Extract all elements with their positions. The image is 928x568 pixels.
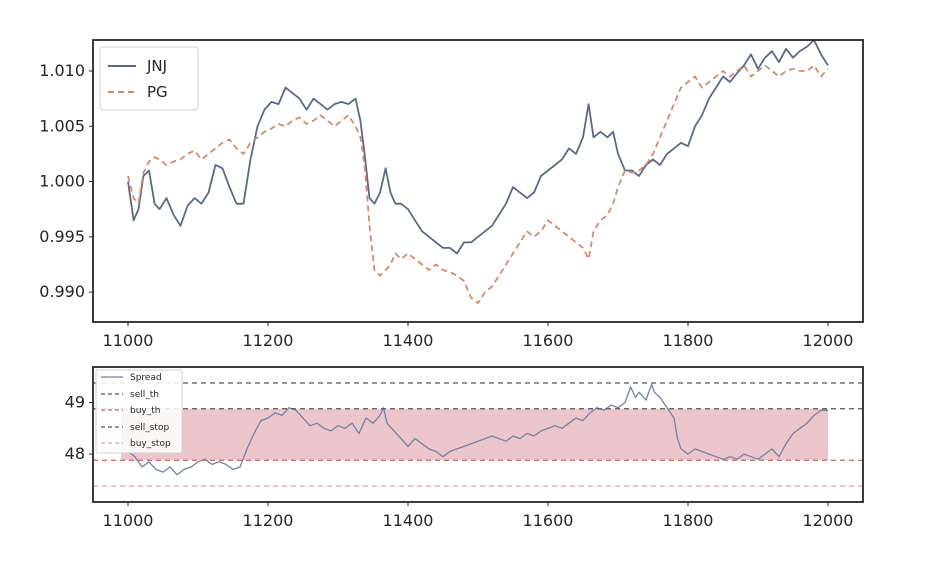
y-tick-label: 1.010 xyxy=(39,61,85,80)
x-tick-label: 12000 xyxy=(803,331,854,350)
x-tick-label: 11000 xyxy=(103,511,154,530)
spread-legend: Spread sell_th buy_th sell_stop buy_stop xyxy=(95,369,183,454)
y-tick-label: 1.005 xyxy=(39,116,85,135)
spread-panel: 11000 11200 11400 11600 11800 12000 48 49 Spre… xyxy=(65,366,864,530)
x-tick-label: 11200 xyxy=(243,331,294,350)
price-panel: 11000 11200 11400 11600 11800 12000 0.990 0.99… xyxy=(39,39,864,350)
x-tick-label: 11800 xyxy=(663,511,714,530)
legend-label-sell-th: sell_th xyxy=(130,390,159,400)
legend-label-spread: Spread xyxy=(130,373,162,383)
x-tick-label: 12000 xyxy=(803,511,854,530)
price-plot-frame xyxy=(92,39,864,323)
legend-label-buy-stop: buy_stop xyxy=(130,439,171,449)
x-tick-label: 11400 xyxy=(383,511,434,530)
series-line-jnj xyxy=(127,39,829,255)
x-tick-label: 11200 xyxy=(243,511,294,530)
x-tick-label: 11000 xyxy=(103,331,154,350)
x-tick-label: 11800 xyxy=(663,331,714,350)
x-tick-label: 11600 xyxy=(523,511,574,530)
y-tick-label: 48 xyxy=(65,444,85,463)
price-legend: JNJ PG xyxy=(99,46,199,111)
legend-label-sell-stop: sell_stop xyxy=(130,423,169,433)
price-legend-box xyxy=(99,46,199,111)
y-tick-label: 49 xyxy=(65,393,85,412)
x-tick-label: 11600 xyxy=(523,331,574,350)
legend-label-buy-th: buy_th xyxy=(130,406,160,416)
spread-plot-frame xyxy=(92,366,864,503)
legend-label-pg: PG xyxy=(147,83,168,101)
x-tick-label: 11400 xyxy=(383,331,434,350)
spread-legend-box xyxy=(95,369,183,454)
series-line-spread xyxy=(127,383,828,476)
legend-label-jnj: JNJ xyxy=(146,57,167,75)
y-tick-label: 0.995 xyxy=(39,227,85,246)
y-tick-label: 1.000 xyxy=(39,172,85,191)
threshold-band xyxy=(121,408,828,461)
series-line-pg xyxy=(127,64,829,305)
y-tick-label: 0.990 xyxy=(39,282,85,301)
